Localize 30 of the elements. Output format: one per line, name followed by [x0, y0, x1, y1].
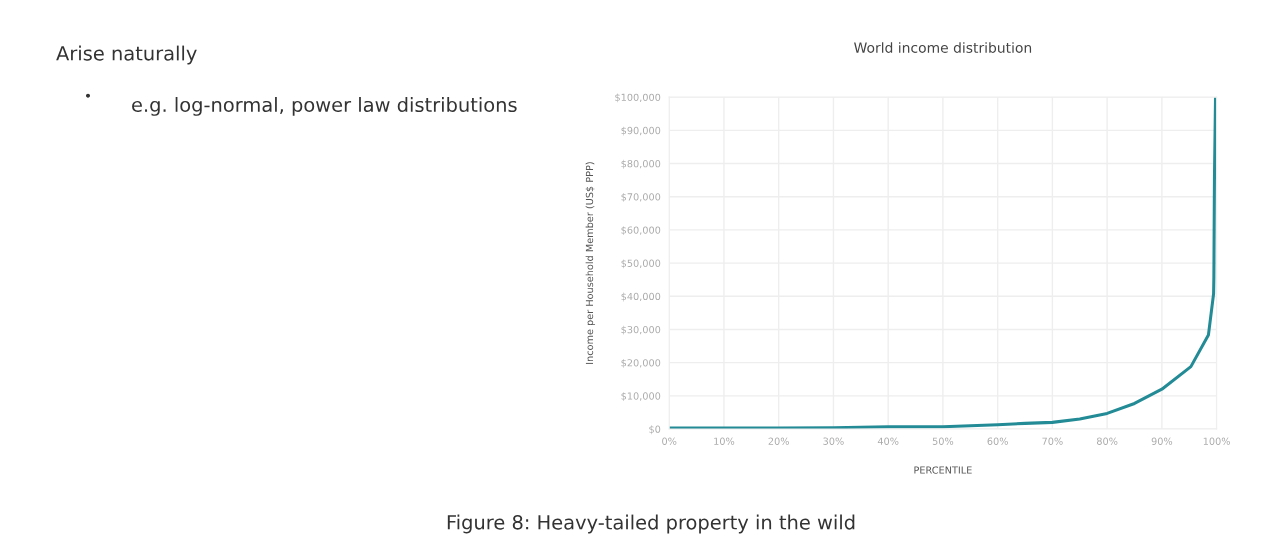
x-tick-label: 50% — [932, 437, 954, 445]
x-tick-label: 10% — [714, 437, 735, 445]
x-tick-label: 0% — [662, 437, 677, 445]
y-tick-label: $40,000 — [621, 292, 661, 302]
x-tick-label: 60% — [987, 437, 1008, 445]
y-tick-label: $20,000 — [621, 358, 661, 368]
x-tick-label: 40% — [877, 437, 899, 445]
x-tick-label: 80% — [1096, 437, 1118, 445]
x-tick-label: 70% — [1042, 437, 1063, 445]
y-tick-label: $100,000 — [615, 93, 661, 103]
y-tick-label: $30,000 — [621, 325, 661, 335]
y-axis-title: Income per Household Member (US$ PPP) — [585, 162, 596, 364]
y-tick-label: $90,000 — [621, 126, 661, 136]
y-tick-label: $60,000 — [621, 226, 661, 236]
x-tick-label: 20% — [768, 437, 789, 445]
line-series — [669, 97, 1217, 430]
text: e.g. log-normal, power law distributions — [132, 97, 517, 116]
y-tick-label: $80,000 — [621, 159, 661, 169]
y-tick-label: $70,000 — [621, 193, 661, 202]
y-tick-label: $50,000 — [621, 259, 661, 269]
x-tick-label: 100% — [1203, 437, 1230, 445]
x-axis-title: PERCENTILE — [914, 466, 972, 474]
y-tick-label: $0 — [649, 425, 661, 435]
y-tick-label: $10,000 — [621, 392, 661, 401]
caption: Figure 8: Heavy-tailed property in the wild — [447, 514, 855, 534]
text: Arise naturally — [56, 45, 197, 65]
x-tick-label: 30% — [823, 437, 844, 445]
chart-title: World income distribution — [854, 42, 1032, 53]
x-tick-label: 90% — [1151, 437, 1173, 445]
text: • — [85, 93, 91, 98]
